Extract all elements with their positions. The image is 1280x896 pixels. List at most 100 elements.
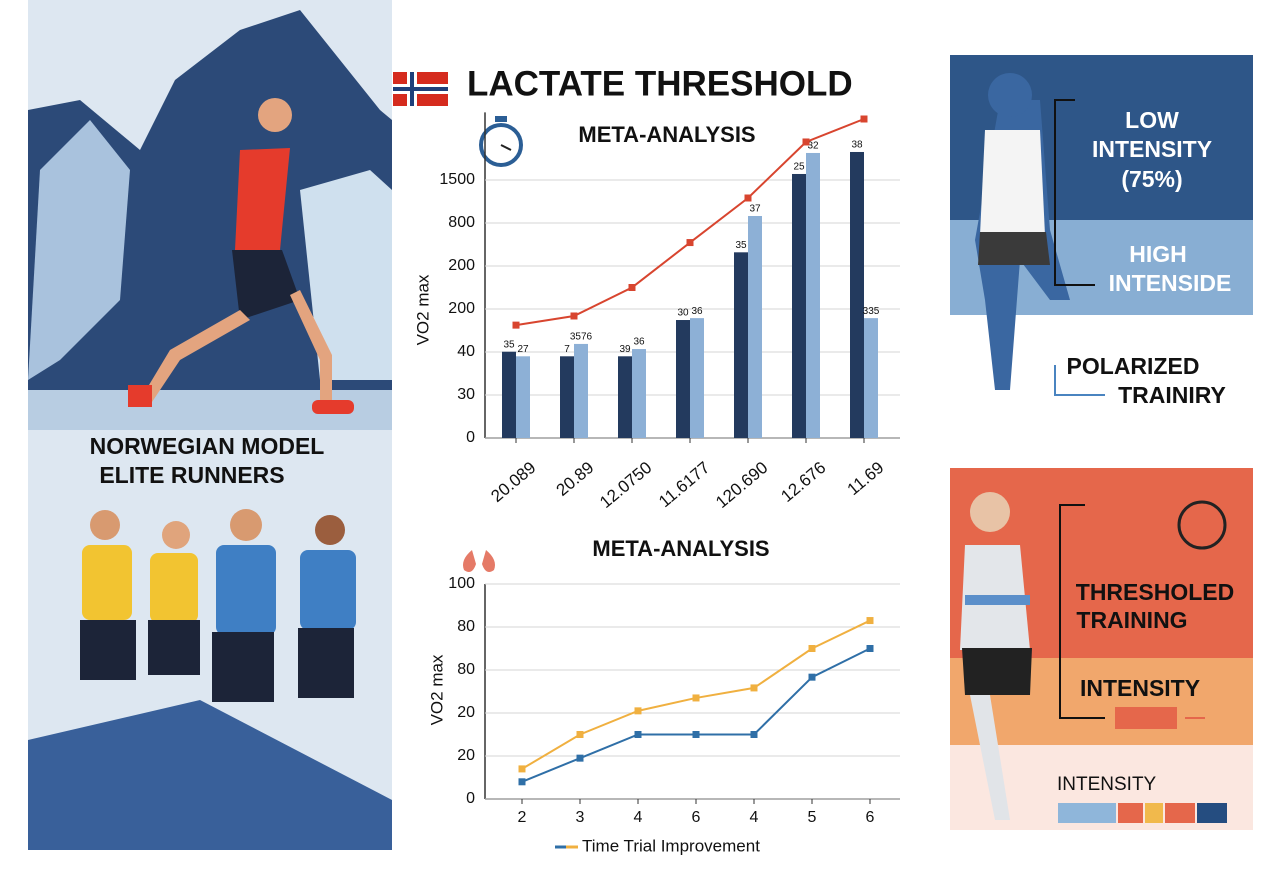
- bar: [864, 318, 878, 438]
- point: [628, 284, 636, 291]
- left-title: NORWEGIAN MODEL: [90, 433, 325, 459]
- x-tick-label: 5: [808, 809, 817, 826]
- bar: [734, 252, 748, 438]
- point: [750, 731, 758, 738]
- runner: [128, 98, 354, 414]
- point: [634, 731, 642, 738]
- polarized-label: TRAINIRY: [1118, 382, 1226, 408]
- y-tick-label: 30: [457, 386, 475, 403]
- low-label: (75%): [1121, 166, 1182, 192]
- bar: [806, 152, 820, 438]
- x-tick-label: 4: [750, 809, 759, 826]
- x-tick-label: 11.6177: [655, 458, 713, 511]
- bar: [502, 351, 516, 438]
- point: [808, 645, 816, 652]
- x-tick-label: 6: [866, 809, 875, 826]
- bar: [618, 356, 632, 438]
- point: [570, 312, 578, 320]
- bar: [676, 320, 690, 438]
- point: [576, 731, 584, 738]
- bar-label: 37: [749, 204, 761, 215]
- x-tick-label: 11.69: [844, 458, 888, 499]
- point: [518, 778, 526, 786]
- y-axis-label: VO2 max: [427, 654, 446, 725]
- trail: [28, 700, 392, 850]
- point: [692, 731, 700, 738]
- intensity-label: INTENSITY: [1080, 675, 1200, 701]
- bar-label: 36: [633, 337, 645, 348]
- point: [866, 645, 874, 652]
- y-tick-label: 100: [448, 575, 475, 592]
- x-tick-label: 4: [634, 809, 643, 826]
- chart-title: META-ANALYSIS: [592, 536, 769, 561]
- bar: [792, 173, 806, 439]
- mountain-light: [28, 120, 130, 380]
- low-label: LOW: [1125, 107, 1179, 133]
- y-tick-label: 20: [457, 704, 475, 721]
- legend-label: Time Trial Improvement: [582, 836, 760, 855]
- runner-group: [80, 509, 356, 702]
- y-tick-label: 1500: [439, 171, 475, 188]
- left-panel: NORWEGIAN MODEL ELITE RUNNERS: [28, 0, 392, 850]
- y-tick-label: 200: [448, 300, 475, 317]
- high-label: HIGH: [1129, 241, 1187, 267]
- bar: [632, 349, 646, 438]
- x-tick-label: 120.690: [712, 458, 771, 512]
- lungs-icon: [463, 550, 495, 572]
- bar: [560, 356, 574, 438]
- x-tick-label: 6: [692, 809, 701, 826]
- bar: [850, 151, 864, 438]
- bar-label: 36: [691, 306, 703, 317]
- bar-label: 7: [564, 344, 570, 355]
- point: [518, 765, 526, 773]
- point: [750, 684, 758, 692]
- waterfall: [300, 170, 392, 380]
- right-bottom-panel: [950, 468, 1253, 830]
- y-tick-label: 20: [457, 747, 475, 764]
- threshold-label: TRAINING: [1076, 607, 1187, 633]
- x-tick-label: 12.0750: [596, 458, 655, 512]
- high-label: INTENSIDE: [1109, 270, 1232, 296]
- chart-title: META-ANALYSIS: [578, 122, 755, 147]
- bar-label: 27: [517, 344, 529, 355]
- flag: [393, 72, 448, 106]
- point: [576, 754, 584, 762]
- bar: [748, 215, 762, 438]
- low-label: INTENSITY: [1092, 136, 1212, 162]
- point: [634, 707, 642, 715]
- bar-label: 3576: [570, 332, 593, 343]
- bar-label: 35: [735, 240, 747, 251]
- point: [512, 321, 520, 329]
- bar-label: 30: [677, 308, 689, 319]
- intensity-legend: INTENSITY: [1057, 774, 1157, 795]
- bar-label: 38: [851, 140, 863, 151]
- bar-label: 35: [503, 339, 515, 350]
- bar: [516, 356, 530, 438]
- y-tick-label: 40: [457, 343, 475, 360]
- x-tick-label: 3: [576, 809, 585, 826]
- point: [744, 194, 752, 202]
- bar: [690, 318, 704, 438]
- line: [521, 647, 871, 783]
- y-tick-label: 80: [457, 661, 475, 678]
- polarized-label: POLARIZED: [1067, 353, 1200, 379]
- bar-label: 39: [619, 344, 631, 355]
- y-axis-label: VO2 max: [413, 274, 432, 345]
- point: [686, 239, 694, 247]
- point: [808, 673, 816, 681]
- stopwatch-icon: [479, 116, 523, 167]
- bar: [574, 343, 588, 438]
- x-tick-label: 12.676: [777, 458, 829, 506]
- point: [802, 138, 810, 146]
- point: [860, 115, 868, 123]
- bar-label: 32: [807, 141, 819, 152]
- left-title: ELITE RUNNERS: [99, 462, 284, 488]
- page-title: LACTATE THRESHOLD: [467, 64, 853, 103]
- y-tick-label: 0: [466, 429, 475, 446]
- y-tick-label: 200: [448, 257, 475, 274]
- threshold-label: THRESHOLED: [1076, 579, 1234, 605]
- point: [866, 617, 874, 625]
- bar-label: 335: [863, 306, 880, 317]
- right-top-panel: [950, 55, 1253, 435]
